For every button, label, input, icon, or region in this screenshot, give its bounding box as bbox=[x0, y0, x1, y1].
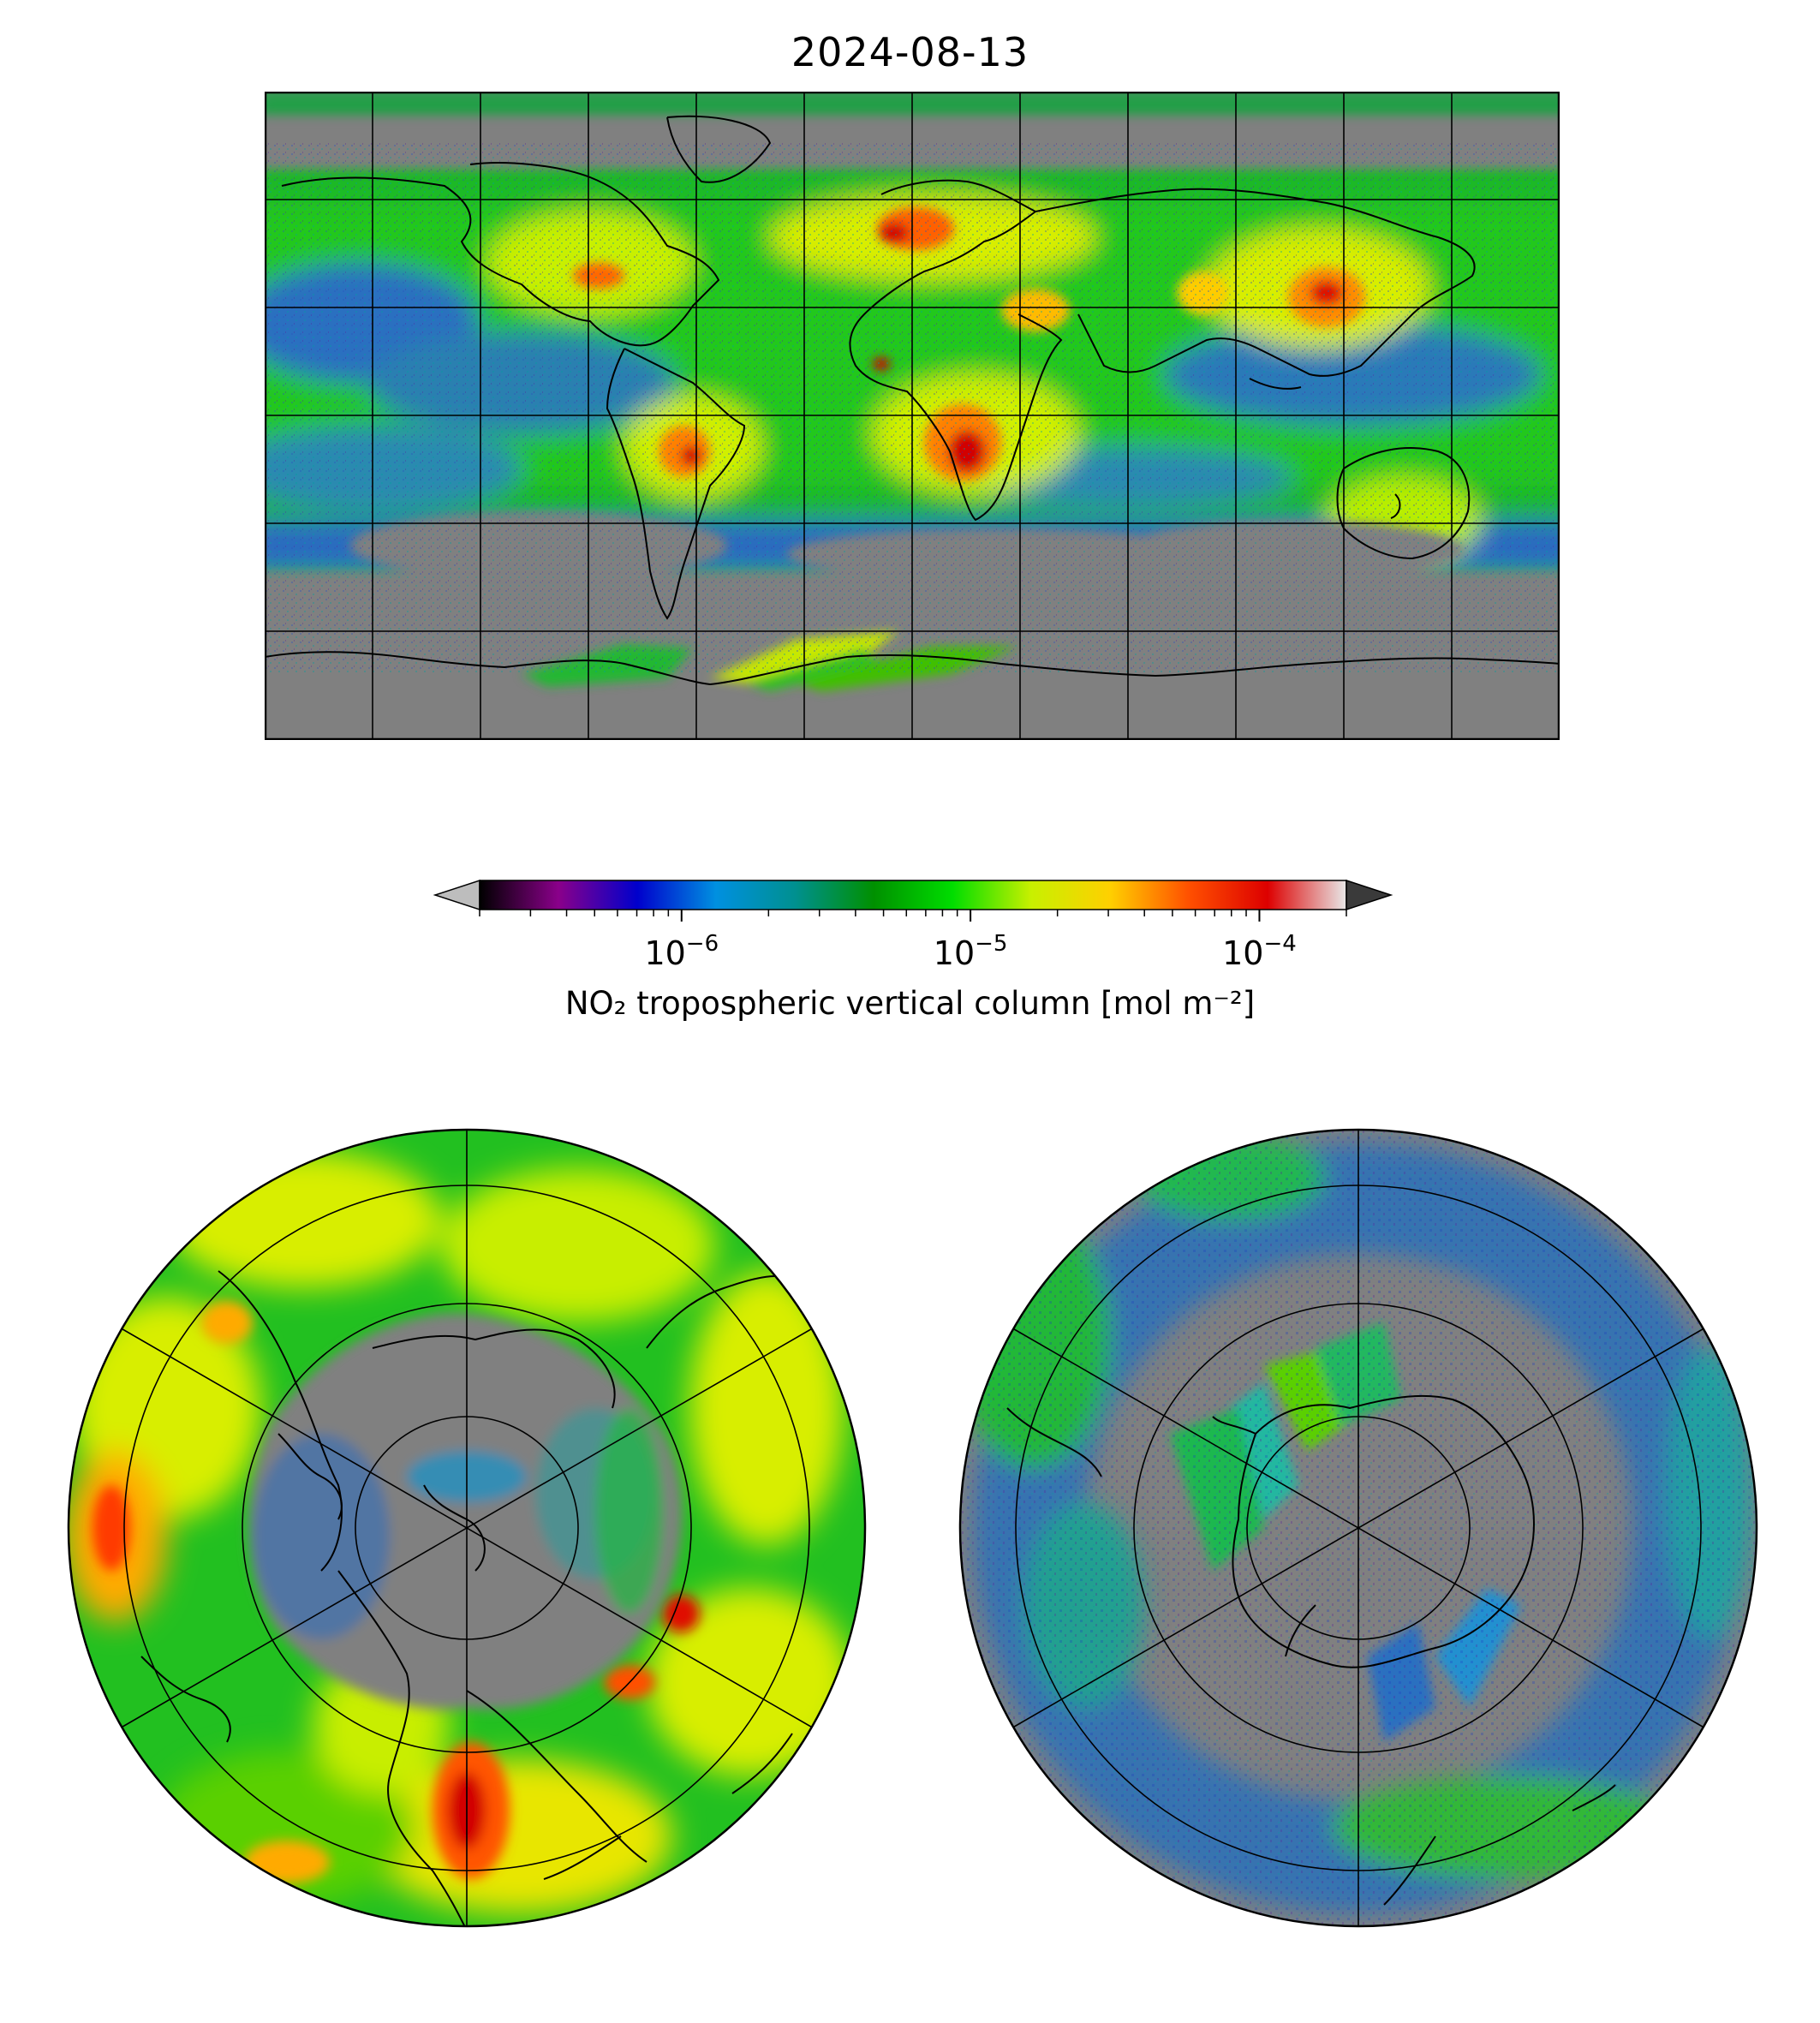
coast-greenland bbox=[666, 115, 772, 183]
colorbar-over-extend bbox=[1346, 879, 1393, 911]
global-map bbox=[265, 92, 1560, 740]
figure-title: 2024-08-13 bbox=[791, 29, 1029, 75]
coast-north-america bbox=[281, 162, 720, 347]
coast-europe-africa bbox=[849, 179, 1063, 522]
colorbar-tick-label: 10−4 bbox=[1222, 931, 1297, 972]
coast-south-america bbox=[606, 348, 746, 620]
colorbar-label: NO₂ tropospheric vertical column [mol m⁻… bbox=[564, 985, 1256, 1022]
coast-asia bbox=[1035, 188, 1476, 377]
south-polar-map bbox=[958, 1128, 1758, 1928]
colorbar-tick-label: 10−5 bbox=[934, 931, 1008, 972]
colorbar-body bbox=[479, 880, 1347, 910]
colorbar-tick-label: 10−6 bbox=[644, 931, 719, 972]
north-polar-map bbox=[67, 1128, 867, 1928]
colorbar-under-extend bbox=[433, 879, 480, 911]
colorbar: 10−6 10−5 10−4 bbox=[433, 879, 1393, 972]
